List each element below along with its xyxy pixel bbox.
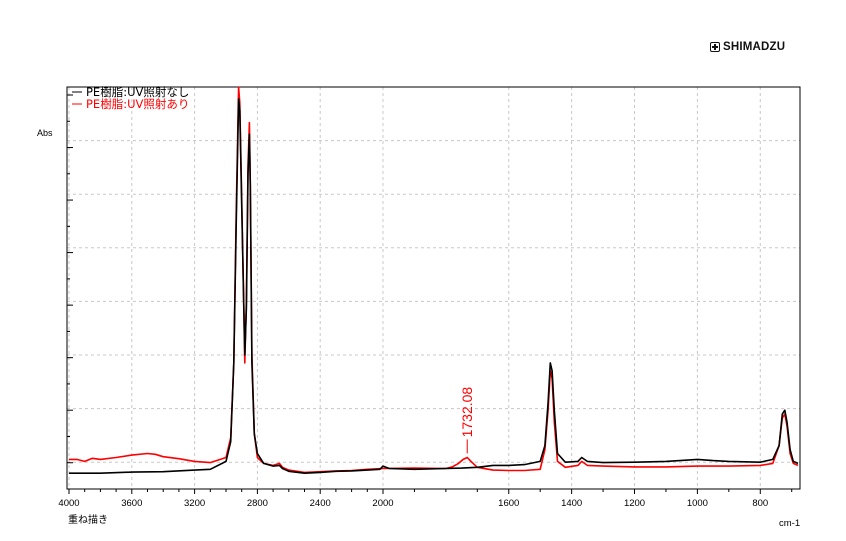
shimadzu-mark-icon xyxy=(710,42,720,52)
x-tick-label: 3600 xyxy=(121,498,142,509)
shimadzu-logo: SHIMADZU xyxy=(710,41,785,53)
series-lines xyxy=(69,86,799,474)
grid-lines xyxy=(67,87,800,489)
brand-text: SHIMADZU xyxy=(723,41,786,53)
peak-annotation: 1732.08 xyxy=(459,387,475,454)
x-axis-unit: cm-1 xyxy=(779,518,800,529)
x-tick-label: 1600 xyxy=(498,498,519,509)
x-tick-label: 1400 xyxy=(561,498,582,509)
overlay-label: 重ね描き xyxy=(68,513,108,526)
series-line xyxy=(69,86,799,474)
annotation-label: 1732.08 xyxy=(459,387,475,438)
axis-ticks: 4000 3600 3200 2800 2400 2000 1600 1400 1200 1000… xyxy=(58,94,793,509)
x-tick-label: 2400 xyxy=(310,498,331,509)
x-tick-label: 1000 xyxy=(687,498,708,509)
y-axis-label: Abs xyxy=(37,128,53,138)
x-tick-label: 3200 xyxy=(184,498,205,509)
series-line xyxy=(69,98,799,474)
x-tick-label: 4000 xyxy=(58,498,79,509)
legend-label: PE樹脂:UV照射あり xyxy=(86,97,189,111)
plot-frame xyxy=(66,86,801,490)
x-tick-label: 1200 xyxy=(624,498,645,509)
legend-label: PE樹脂:UV照射なし xyxy=(86,85,189,99)
x-tick-label: 2800 xyxy=(247,498,268,509)
x-tick-label: 2000 xyxy=(372,498,393,509)
x-tick-label: 800 xyxy=(752,498,768,509)
